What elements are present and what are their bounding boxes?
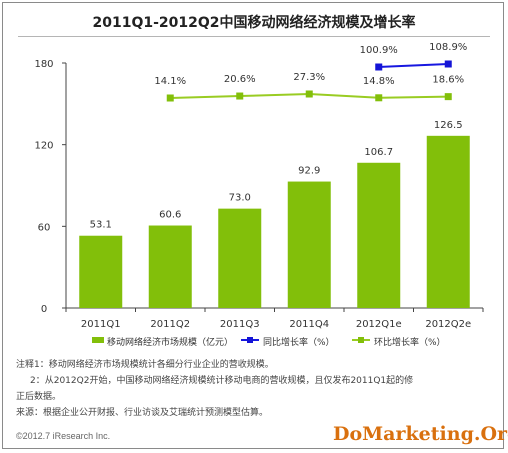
y-tick-label: 60 [38, 222, 51, 233]
x-tick-label: 2011Q1 [81, 319, 121, 330]
qoq-series-marker [166, 94, 174, 102]
bar-value-label: 60.6 [159, 210, 181, 221]
legend-marker-qoq [358, 337, 364, 343]
copyright-text: ©2012.7 iResearch Inc. [16, 431, 111, 441]
yoy-series-line [378, 63, 449, 68]
bar [79, 235, 123, 308]
qoq-series-value-label: 20.6% [224, 74, 256, 85]
chart-title: 2011Q1-2012Q2中国移动网络经济规模及增长率 [92, 15, 416, 31]
legend-label-bar: 移动网络经济市场规模（亿元） [107, 336, 233, 348]
qoq-series-value-label: 14.8% [363, 76, 395, 87]
qoq-series-value-label: 18.6% [432, 75, 464, 86]
x-tick-label: 2012Q1e [356, 319, 402, 330]
y-tick-label: 120 [34, 141, 53, 152]
bar-value-label: 73.0 [229, 193, 251, 204]
qoq-series-value-label: 27.3% [293, 72, 325, 83]
legend-label-yoy: 同比增长率（%） [263, 336, 335, 348]
legend-swatch-bar [92, 337, 104, 343]
note-line-4: 来源：根据企业公开财报、行业访谈及艾瑞统计预测模型估算。 [16, 408, 269, 418]
bar-value-label: 126.5 [434, 120, 463, 131]
bar [148, 225, 192, 308]
qoq-series-marker [236, 92, 244, 100]
note-line-2: 2：从2012Q2开始，中国移动网络经济规模统计移动电商的营收规模，且仅发布20… [30, 376, 414, 386]
yoy-series-value-label: 108.9% [429, 42, 467, 53]
note-line-1: 注释1：移动网络经济市场规模统计各细分行业企业的营收规模。 [16, 360, 274, 370]
qoq-series-marker [305, 90, 313, 98]
qoq-series-value-label: 14.1% [154, 76, 186, 87]
bar-value-label: 53.1 [90, 220, 112, 231]
legend-marker-yoy [247, 337, 253, 343]
x-tick-label: 2012Q2e [425, 319, 471, 330]
bar-value-label: 106.7 [364, 147, 393, 158]
x-tick-label: 2011Q4 [289, 319, 329, 330]
note-line-3: 正后数据。 [16, 392, 62, 402]
bar-value-label: 92.9 [298, 166, 320, 177]
qoq-series-marker [375, 94, 383, 102]
y-tick-label: 0 [41, 304, 47, 315]
bar [218, 208, 262, 308]
yoy-series-marker [375, 63, 383, 71]
title-divider [18, 36, 490, 37]
x-tick-label: 2011Q2 [150, 319, 190, 330]
watermark-logo: DoMarketing.Org [333, 423, 508, 445]
bar [357, 162, 401, 308]
qoq-series-marker [444, 93, 452, 101]
chart-notes: 注释1：移动网络经济市场规模统计各细分行业企业的营收规模。 2：从2012Q2开… [16, 357, 496, 421]
yoy-series-marker [444, 60, 452, 68]
legend-label-qoq: 环比增长率（%） [374, 336, 446, 348]
yoy-series-value-label: 100.9% [360, 45, 398, 56]
bar [426, 135, 470, 308]
y-tick-label: 180 [34, 59, 53, 70]
x-tick-label: 2011Q3 [220, 319, 260, 330]
bar [287, 181, 331, 308]
